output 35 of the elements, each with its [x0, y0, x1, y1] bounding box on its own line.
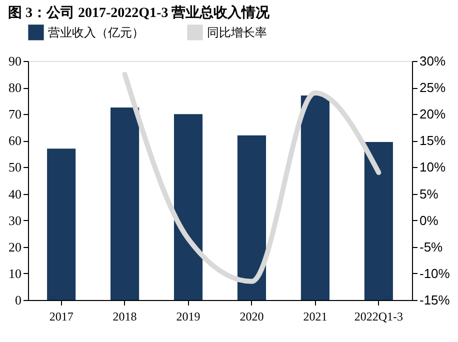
y-tick-label: 40 [8, 186, 22, 202]
y-tick-label: 60 [8, 133, 22, 148]
y2-tick-label: 0% [420, 212, 439, 228]
y2-tick-label: 15% [420, 133, 446, 148]
y-tick-label: 0 [15, 292, 22, 308]
y-tick-label: 70 [8, 106, 22, 122]
y2-tick-label: -15% [420, 292, 450, 308]
y2-tick-label: -5% [420, 239, 444, 254]
y-tick-label: 20 [8, 239, 22, 254]
y2-tick-label: 30% [420, 54, 446, 68]
bar [110, 107, 140, 300]
x-tick-label: 2018 [112, 310, 137, 324]
bar [47, 148, 76, 300]
chart-title: 图 3：公司 2017-2022Q1-3 营业总收入情况 [8, 5, 271, 21]
y2-tick-label: 10% [420, 160, 446, 175]
y2-tick-label: 5% [420, 186, 439, 202]
y-tick-label: 30 [8, 212, 22, 228]
x-tick-label: 2021 [303, 310, 328, 324]
bar [237, 135, 266, 300]
x-tick-label: 2022Q1-3 [354, 310, 404, 324]
y-tick-label: 10 [8, 266, 22, 281]
y2-tick-label: 25% [420, 80, 446, 96]
bar [300, 96, 330, 300]
bar [174, 114, 203, 300]
y-tick-label: 80 [8, 80, 22, 96]
bar [364, 142, 393, 300]
y2-tick-label: -10% [420, 266, 450, 281]
x-tick-label: 2019 [176, 310, 200, 324]
x-tick-label: 2017 [49, 310, 74, 324]
legend-label: 同比增长率 [207, 25, 267, 40]
legend-label: 营业收入（亿元） [48, 25, 144, 40]
y-tick-label: 50 [8, 160, 22, 175]
y2-tick-label: 20% [420, 106, 446, 122]
x-tick-label: 2020 [240, 310, 264, 324]
y-tick-label: 90 [8, 54, 22, 68]
